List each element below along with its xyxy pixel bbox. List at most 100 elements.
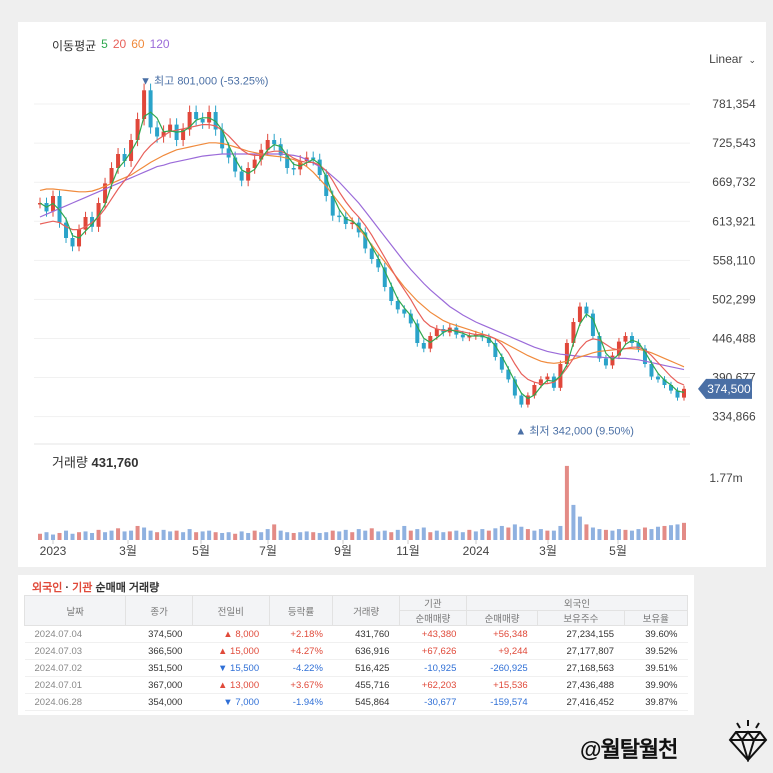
volume-bar <box>148 530 153 540</box>
candle-body <box>668 385 673 391</box>
candle-body <box>129 140 134 161</box>
y-tick-label: 334,866 <box>712 410 756 424</box>
price-chart[interactable]: 781,354 725,543 669,732 613,921 558,110 502,2… <box>18 22 766 567</box>
y-tick-label: 558,110 <box>713 253 756 267</box>
volume-bar <box>96 529 101 540</box>
cell-volume: 455,716 <box>332 676 400 694</box>
volume-bar <box>129 530 134 540</box>
scale-select-value: Linear <box>709 52 743 66</box>
volume-bar <box>493 528 498 540</box>
cell-for-net: -260,925 <box>466 659 538 677</box>
volume-bar <box>538 529 543 540</box>
candle-body <box>291 168 296 170</box>
candle-body <box>64 222 69 238</box>
candle-body <box>369 248 374 259</box>
cell-for-net: +56,348 <box>466 625 538 643</box>
volume-bar <box>330 530 335 540</box>
candle-body <box>590 313 595 336</box>
candle-body <box>363 232 368 249</box>
ma60-label[interactable]: 60 <box>131 37 145 51</box>
candle-body <box>636 343 641 349</box>
trading-table-panel: 외국인 · 기관 순매매 거래량 날짜 종가 전일비 등락률 거래량 기관 외국… <box>18 575 694 715</box>
volume-bar <box>454 530 459 540</box>
volume-bar <box>636 529 641 540</box>
volume-bar <box>675 524 680 540</box>
candle-body <box>577 306 582 322</box>
x-tick-label: 5월 <box>192 544 210 558</box>
volume-bar <box>44 532 49 540</box>
volume-bar <box>38 533 42 540</box>
volume-bar <box>220 532 225 540</box>
x-tick-label: 2024 <box>463 544 490 558</box>
volume-bar <box>103 532 108 540</box>
table-title: 외국인 · 기관 순매매 거래량 <box>18 575 694 595</box>
volume-bar <box>350 532 355 540</box>
volume-bar <box>135 525 140 540</box>
volume-bar <box>460 532 465 540</box>
ma60-line <box>39 142 685 368</box>
volume-bar <box>616 529 621 540</box>
cell-for-hold: 27,436,488 <box>537 676 625 694</box>
volume-bar <box>545 530 550 540</box>
candle-body <box>382 267 387 287</box>
volume-bar <box>51 534 56 540</box>
volume-bar <box>486 530 491 540</box>
header-for-hold: 보유주수 <box>537 610 625 626</box>
candle-body <box>330 196 335 216</box>
volume-bar <box>480 529 485 540</box>
volume-bar <box>402 525 407 540</box>
high-annotation: ▼ 최고 801,000 (-53.25%) <box>140 74 268 87</box>
cell-volume: 516,425 <box>332 659 400 677</box>
volume-bar <box>207 530 212 540</box>
volume-bar <box>421 527 426 540</box>
candle-body <box>311 157 316 160</box>
volume-bar <box>200 531 205 540</box>
volume-bar <box>324 532 329 540</box>
ma120-label[interactable]: 120 <box>149 37 170 51</box>
candle-body <box>109 168 114 184</box>
cell-rate: -4.22% <box>269 659 333 677</box>
volume-bar <box>662 525 667 540</box>
candle-body <box>675 390 680 398</box>
candle-body <box>434 329 439 336</box>
cell-change: ▼ 15,500 <box>192 659 270 677</box>
scale-select[interactable]: Linear ⌄ <box>709 52 756 66</box>
header-rate: 등락률 <box>268 595 334 626</box>
candle-body <box>239 171 244 181</box>
volume-bar <box>64 530 69 540</box>
candle-body <box>226 148 231 158</box>
volume-bar <box>655 526 660 540</box>
volume-bar <box>155 532 160 540</box>
volume-bar <box>603 529 608 540</box>
volume-bar <box>584 524 589 540</box>
header-inst-net: 순매매량 <box>398 610 467 626</box>
volume-bar <box>649 529 654 540</box>
ma5-label[interactable]: 5 <box>101 37 108 51</box>
cell-date: 2024.07.01 <box>24 676 126 694</box>
ma20-label[interactable]: 20 <box>112 37 127 51</box>
ma20-line <box>39 124 685 386</box>
volume-bar <box>623 529 628 540</box>
header-for-ratio: 보유율 <box>623 610 689 626</box>
volume-bar <box>571 504 576 540</box>
candle-body <box>662 379 667 385</box>
candle-body <box>181 129 186 140</box>
volume-bar <box>161 529 166 540</box>
candle-body <box>350 222 355 225</box>
volume-bar <box>259 532 264 540</box>
cell-volume: 545,864 <box>332 693 400 711</box>
volume-bar <box>682 522 686 540</box>
volume-bar <box>181 532 186 540</box>
cell-for-ratio: 39.87% <box>624 693 688 711</box>
volume-bar <box>174 530 179 540</box>
volume-bar <box>642 527 647 540</box>
volume-bar <box>363 530 368 540</box>
volume-bar <box>142 527 147 540</box>
candle-body <box>564 343 569 364</box>
candle-body <box>603 358 608 366</box>
volume-label: 거래량 <box>52 455 88 470</box>
candle-body <box>532 385 537 396</box>
header-inst: 기관 <box>398 595 467 611</box>
x-tick-label: 9월 <box>334 544 352 558</box>
volume-axis-tick: 1.77m <box>709 471 742 485</box>
